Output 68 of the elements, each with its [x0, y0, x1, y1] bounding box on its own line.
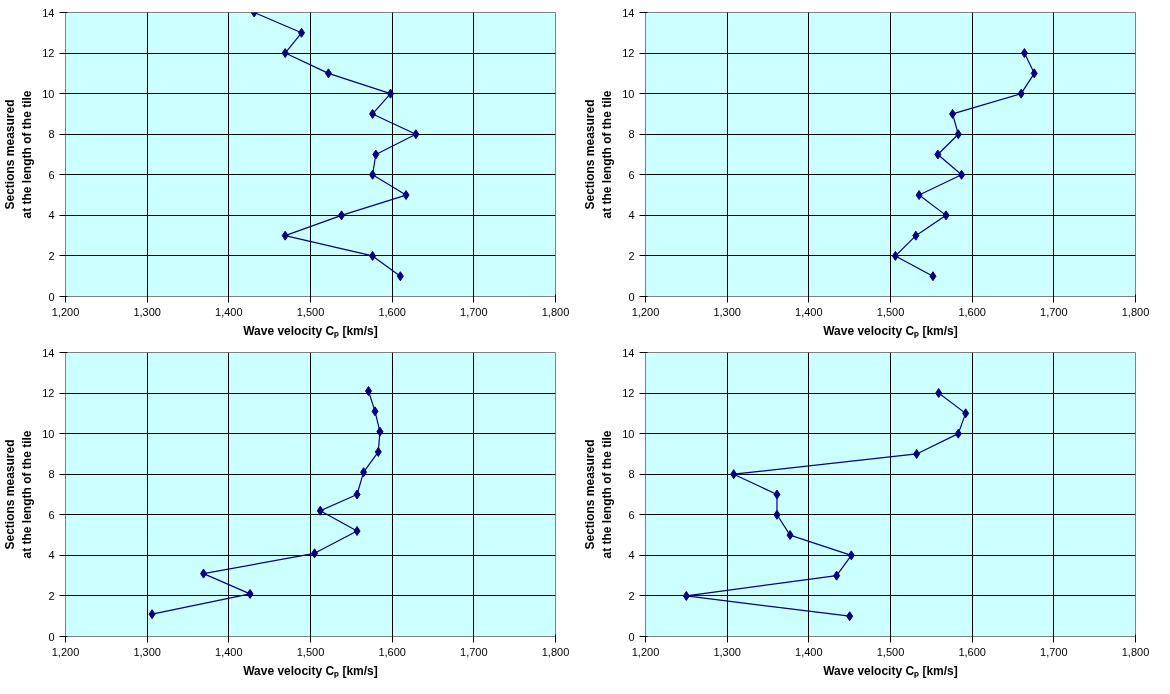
x-tick-label: 1,600 — [958, 645, 986, 658]
x-tick-label: 1,300 — [133, 645, 161, 658]
x-tick-label: 1,500 — [876, 645, 905, 658]
y-tick-label: 2 — [628, 589, 635, 602]
y-axis-title: Sections measured at the length of the tile — [583, 90, 615, 219]
y-tick-label: 0 — [48, 630, 55, 643]
x-axis-title: Wave velocity Cₚ [km/s] — [243, 663, 378, 679]
y-tick-label: 0 — [48, 290, 55, 303]
x-axis-title: Wave velocity Cₚ [km/s] — [243, 323, 378, 339]
x-tick-label: 1,200 — [51, 645, 80, 658]
y-tick-label: 6 — [48, 168, 55, 181]
x-tick-label: 1,200 — [631, 305, 660, 318]
y-tick-label: 10 — [42, 427, 55, 440]
y-tick-label: 8 — [48, 468, 55, 481]
x-tick-label: 1,300 — [133, 305, 161, 318]
y-tick-label: 2 — [48, 249, 55, 262]
x-tick-label: 1,800 — [541, 305, 570, 318]
y-tick-label: 8 — [48, 128, 55, 141]
y-tick-label: 6 — [628, 508, 635, 521]
y-tick-label: 6 — [628, 168, 635, 181]
y-axis-title: Sections measured at the length of the tile — [583, 430, 615, 559]
x-tick-label: 1,800 — [1121, 305, 1150, 318]
y-tick-label: 12 — [622, 47, 635, 60]
y-tick-label: 10 — [622, 87, 635, 100]
x-tick-label: 1,800 — [541, 645, 570, 658]
y-axis-title: Sections measured at the length of the tile — [3, 430, 35, 559]
y-tick-label: 2 — [48, 589, 55, 602]
y-tick-label: 0 — [628, 630, 635, 643]
y-tick-label: 12 — [622, 387, 635, 400]
x-tick-label: 1,700 — [460, 305, 488, 318]
x-tick-label: 1,400 — [215, 645, 243, 658]
y-tick-label: 8 — [628, 468, 635, 481]
y-tick-label: 10 — [42, 87, 55, 100]
x-tick-label: 1,800 — [1121, 645, 1150, 658]
y-tick-label: 0 — [628, 290, 635, 303]
x-tick-label: 1,600 — [378, 305, 406, 318]
x-tick-label: 1,700 — [1040, 305, 1068, 318]
x-tick-label: 1,200 — [631, 645, 660, 658]
y-tick-label: 12 — [42, 47, 55, 60]
y-tick-label: 4 — [628, 209, 635, 222]
x-tick-label: 1,400 — [795, 645, 823, 658]
x-axis-title: Wave velocity Cₚ [km/s] — [823, 663, 958, 679]
x-tick-label: 1,300 — [713, 645, 741, 658]
y-axis-title: Sections measured at the length of the tile — [3, 90, 35, 219]
x-tick-label: 1,600 — [378, 645, 406, 658]
y-tick-label: 4 — [48, 549, 55, 562]
x-tick-label: 1,500 — [876, 305, 905, 318]
y-tick-label: 10 — [622, 427, 635, 440]
x-tick-label: 1,400 — [215, 305, 243, 318]
x-tick-label: 1,500 — [296, 305, 325, 318]
y-tick-label: 6 — [48, 508, 55, 521]
y-tick-label: 8 — [628, 128, 635, 141]
y-tick-label: 4 — [628, 549, 635, 562]
y-tick-label: 14 — [42, 346, 55, 359]
x-tick-label: 1,700 — [1040, 645, 1068, 658]
x-tick-label: 1,200 — [51, 305, 80, 318]
y-tick-label: 4 — [48, 209, 55, 222]
y-tick-label: 12 — [42, 387, 55, 400]
y-tick-label: 14 — [622, 346, 635, 359]
x-tick-label: 1,500 — [296, 645, 325, 658]
x-tick-label: 1,300 — [713, 305, 741, 318]
x-tick-label: 1,700 — [460, 645, 488, 658]
x-axis-title: Wave velocity Cₚ [km/s] — [823, 323, 958, 339]
y-tick-label: 14 — [42, 6, 55, 19]
x-tick-label: 1,600 — [958, 305, 986, 318]
y-tick-label: 14 — [622, 6, 635, 19]
y-tick-label: 2 — [628, 249, 635, 262]
x-tick-label: 1,400 — [795, 305, 823, 318]
